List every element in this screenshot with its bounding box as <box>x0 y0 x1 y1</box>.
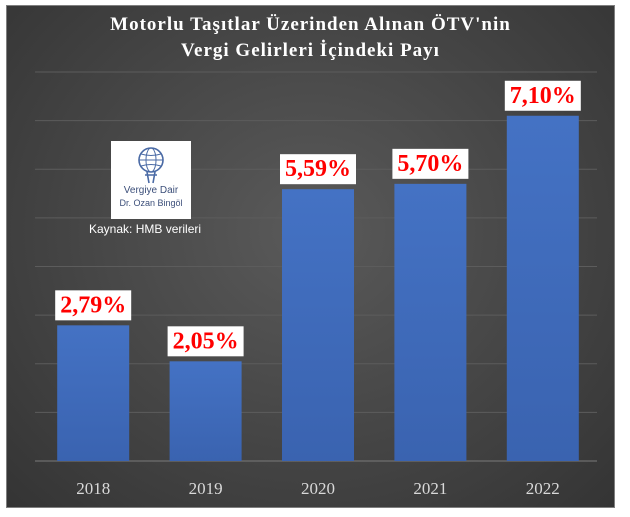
data-label: 5,70% <box>397 151 463 177</box>
chart-frame: Motorlu Taşıtlar Üzerinden Alınan ÖTV'ni… <box>6 5 615 508</box>
data-label-box <box>167 326 244 357</box>
chart-title-line1: Motorlu Taşıtlar Üzerinden Alınan ÖTV'ni… <box>110 14 511 35</box>
bar <box>506 115 579 461</box>
x-tick-label: 2018 <box>76 479 110 498</box>
data-label-box <box>392 148 469 179</box>
data-label: 2,05% <box>173 328 239 354</box>
bar <box>169 361 242 461</box>
bar <box>394 183 467 461</box>
data-label: 2,79% <box>60 292 126 318</box>
data-label-box <box>504 80 581 111</box>
x-tick-label: 2021 <box>413 479 447 498</box>
x-tick-label: 2019 <box>189 479 223 498</box>
data-label-box <box>55 290 132 321</box>
globe-icon <box>138 147 164 184</box>
chart-title-line2: Vergi Gelirleri İçindeki Payı <box>181 40 440 61</box>
source-note: Kaynak: HMB verileri <box>89 222 202 236</box>
bar <box>57 325 130 461</box>
logo-line2: Dr. Ozan Bingöl <box>119 198 183 208</box>
data-label-box <box>280 154 356 185</box>
data-label: 5,59% <box>285 156 351 182</box>
x-tick-label: 2020 <box>301 479 335 498</box>
logo-line1: Vergiye Dair <box>123 185 179 196</box>
data-label: 7,10% <box>510 83 576 109</box>
logo: Vergiye Dair Dr. Ozan Bingöl <box>111 141 191 219</box>
bar <box>282 189 354 461</box>
chart-title: Motorlu Taşıtlar Üzerinden Alınan ÖTV'ni… <box>7 12 614 64</box>
x-tick-label: 2022 <box>526 479 560 498</box>
bar-chart: 2,79% 2018 2,05% 2019 5,59% 2020 5,70% 2021 7,10… <box>35 71 597 498</box>
